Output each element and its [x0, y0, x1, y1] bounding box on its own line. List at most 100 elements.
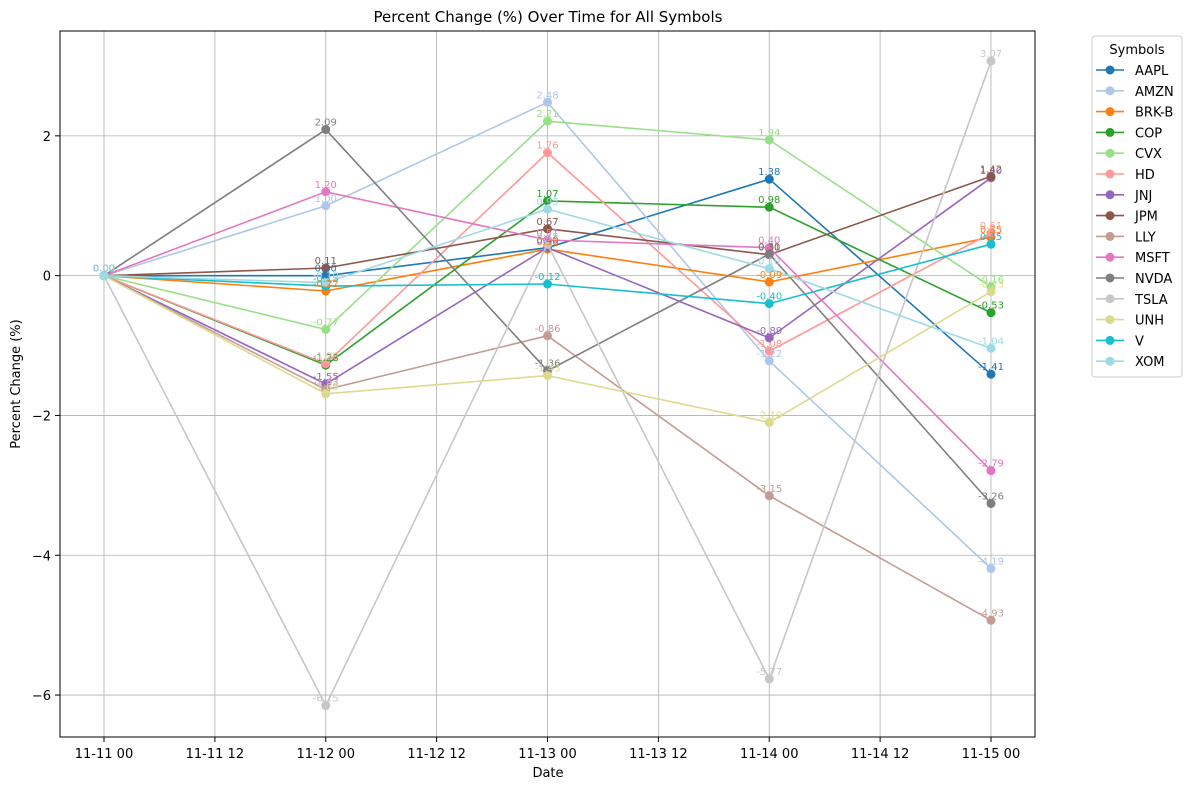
- y-tick-label: −4: [32, 549, 51, 564]
- data-label: 0.61: [980, 221, 1002, 232]
- legend-marker: [1105, 356, 1115, 366]
- data-label: -1.43: [535, 364, 561, 375]
- data-label: -0.10: [313, 271, 339, 282]
- data-label: -1.41: [978, 362, 1004, 373]
- data-label: -1.55: [313, 372, 339, 383]
- y-axis: −6 −4 −2 0 2: [32, 130, 60, 704]
- data-label: 0.00: [93, 264, 115, 275]
- data-label: 0.00: [93, 264, 115, 275]
- data-point: [764, 264, 774, 274]
- data-point: [764, 174, 774, 184]
- x-tick-label: 11-11 12: [186, 747, 244, 762]
- legend-item-aapl: AAPL: [1096, 64, 1169, 79]
- data-point: [543, 224, 552, 234]
- data-point: [321, 201, 331, 211]
- data-label: 0.31: [758, 242, 780, 253]
- data-point: [543, 196, 552, 206]
- legend-label: AAPL: [1135, 64, 1169, 79]
- data-label: 0.40: [536, 236, 558, 247]
- legend-item-tsla: TSLA: [1096, 293, 1168, 308]
- x-axis-title: Date: [532, 766, 563, 781]
- data-point: [321, 187, 331, 197]
- data-label: 0.38: [536, 237, 558, 248]
- data-label: 0.00: [93, 264, 115, 275]
- legend-label: TSLA: [1134, 293, 1168, 308]
- x-tick-label: 11-13 00: [518, 747, 576, 762]
- data-label: 3.07: [980, 49, 1002, 60]
- legend-marker: [1105, 315, 1115, 325]
- y-tick-label: −2: [32, 409, 51, 424]
- data-label: 0.00: [93, 264, 115, 275]
- data-label: 0.00: [93, 264, 115, 275]
- data-label: 0.00: [93, 264, 115, 275]
- legend-marker: [1105, 231, 1115, 241]
- legend-item-amzn: AMZN: [1096, 85, 1174, 100]
- data-point: [986, 56, 996, 66]
- legend-label: NVDA: [1135, 272, 1172, 287]
- x-tick-label: 11-15 00: [962, 747, 1020, 762]
- data-label: 1.20: [315, 180, 337, 191]
- data-point: [99, 271, 109, 281]
- legend-label: JPM: [1134, 210, 1158, 225]
- data-point: [321, 359, 331, 369]
- legend-marker: [1105, 252, 1115, 262]
- legend-marker: [1105, 107, 1115, 117]
- data-label: -1.36: [535, 359, 561, 370]
- data-label: 0.00: [315, 264, 337, 275]
- legend-item-jnj: JNJ: [1096, 189, 1152, 204]
- data-label: 0.00: [93, 264, 115, 275]
- data-label: -4.93: [978, 608, 1004, 619]
- data-labels: 0.00 0.000.401.38-1.410.001.002.48-1.22-4…: [93, 49, 1004, 704]
- legend-item-xom: XOM: [1096, 355, 1165, 370]
- data-label: 0.98: [758, 195, 780, 206]
- data-label: 0.00: [93, 264, 115, 275]
- series-jpm: [99, 171, 996, 281]
- data-label: 1.94: [758, 128, 780, 139]
- legend-marker: [1105, 294, 1115, 304]
- legend-item-cop: COP: [1096, 126, 1162, 141]
- legend-title: Symbols: [1109, 43, 1164, 58]
- legend-marker: [1105, 273, 1115, 283]
- x-tick-label: 11-14 00: [740, 747, 798, 762]
- legend-label: JNJ: [1134, 189, 1152, 204]
- legend-marker: [1105, 127, 1115, 137]
- data-label: 0.00: [93, 264, 115, 275]
- data-point: [543, 279, 552, 289]
- x-tick-label: 11-14 12: [851, 747, 909, 762]
- data-point: [321, 278, 331, 288]
- legend-label: LLY: [1135, 230, 1156, 245]
- data-label: -1.04: [978, 336, 1004, 347]
- legend-label: UNH: [1135, 314, 1164, 329]
- legend-marker: [1105, 169, 1115, 179]
- y-tick-label: −6: [32, 689, 51, 704]
- series-lly: [99, 271, 996, 625]
- data-point: [764, 674, 774, 684]
- data-label: -3.15: [756, 484, 782, 495]
- data-label: -3.26: [978, 492, 1004, 503]
- data-label: -6.15: [313, 694, 339, 705]
- legend-marker: [1105, 335, 1115, 345]
- series-layer: [99, 56, 996, 711]
- legend-items: AAPL AMZN BRK-B COP CVX HD JNJ JPM LLY MSFT NVDA TS…: [1096, 64, 1174, 370]
- data-label: 1.42: [980, 164, 1002, 175]
- legend-item-nvda: NVDA: [1096, 272, 1172, 287]
- data-point: [986, 228, 996, 238]
- data-label: 2.48: [536, 90, 558, 101]
- data-label: 0.55: [980, 225, 1002, 236]
- data-label: -0.40: [756, 292, 782, 303]
- x-axis: 11-11 00 11-11 12 11-12 00 11-12 12 11-13 00…: [75, 737, 1020, 762]
- legend-item-jpm: JPM: [1096, 210, 1158, 225]
- legend-label: AMZN: [1135, 85, 1174, 100]
- chart-title: Percent Change (%) Over Time for All Sym…: [374, 8, 723, 26]
- data-point: [543, 331, 552, 341]
- data-point: [764, 356, 774, 366]
- data-label: -1.22: [756, 349, 782, 360]
- data-label: -2.79: [978, 459, 1004, 470]
- data-label: -0.15: [313, 274, 339, 285]
- data-point: [764, 243, 774, 253]
- data-label: 2.21: [536, 109, 558, 120]
- legend-item-cvx: CVX: [1096, 147, 1162, 162]
- data-label: 0.40: [758, 236, 780, 247]
- data-point: [543, 97, 552, 107]
